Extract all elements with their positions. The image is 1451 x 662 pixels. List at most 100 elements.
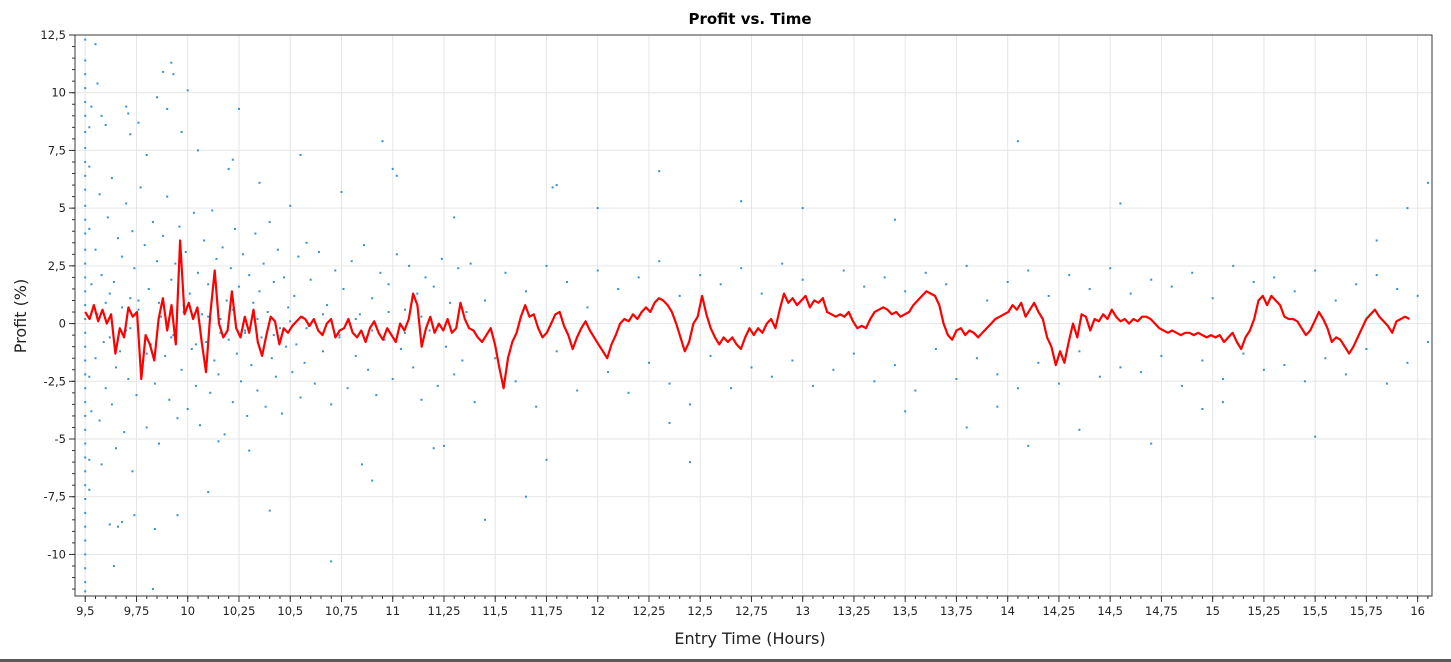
scatter-point	[484, 299, 486, 302]
scatter-point	[965, 426, 968, 429]
scatter-point	[102, 341, 105, 343]
scatter-point	[129, 327, 132, 330]
y-tick-label: 2,5	[48, 259, 66, 273]
scatter-point	[576, 389, 579, 392]
scatter-point	[164, 354, 167, 357]
scatter-point	[689, 403, 691, 406]
scatter-point	[127, 378, 130, 380]
scatter-point	[381, 140, 384, 143]
x-tick-label: 11,25	[428, 604, 461, 618]
scatter-point	[658, 170, 661, 173]
scatter-point	[436, 384, 439, 387]
scatter-point	[555, 350, 558, 353]
scatter-point	[131, 230, 134, 233]
scatter-point	[153, 382, 156, 385]
scatter-point	[494, 357, 497, 360]
scatter-point	[399, 348, 402, 350]
scatter-point	[106, 216, 109, 219]
scatter-point	[242, 253, 245, 256]
scatter-point	[627, 391, 630, 394]
scatter-point	[883, 276, 886, 279]
scatter-point	[268, 221, 271, 223]
scatter-point	[94, 357, 97, 360]
scatter-point	[363, 244, 365, 247]
scatter-point	[194, 343, 197, 346]
scatter-point	[137, 299, 140, 302]
scatter-point	[84, 511, 87, 514]
scatter-point	[151, 588, 154, 591]
scatter-point	[699, 274, 702, 277]
scatter-point	[248, 274, 251, 277]
scatter-point	[338, 334, 341, 337]
scatter-point	[668, 382, 671, 385]
scatter-point	[387, 283, 390, 286]
scatter-point	[1385, 382, 1388, 385]
scatter-point	[354, 354, 357, 357]
scatter-point	[260, 336, 263, 339]
scatter-point	[279, 327, 281, 330]
scatter-point	[84, 188, 87, 191]
scatter-point	[90, 105, 93, 108]
scatter-point	[1375, 274, 1378, 277]
scatter-point	[96, 313, 99, 316]
scatter-point	[176, 417, 179, 420]
scatter-point	[801, 207, 804, 210]
scatter-point	[108, 292, 111, 295]
scatter-point	[94, 43, 97, 46]
scatter-point	[678, 294, 681, 297]
x-tick-label: 11,75	[530, 604, 563, 618]
scatter-point	[465, 311, 468, 313]
scatter-point	[168, 398, 171, 401]
scatter-point	[1109, 267, 1112, 270]
scatter-point	[1426, 341, 1429, 343]
scatter-point	[145, 352, 148, 355]
scatter-point	[84, 204, 87, 207]
scatter-point	[266, 311, 269, 313]
scatter-point	[1006, 281, 1009, 283]
scatter-point	[1098, 375, 1101, 378]
scatter-point	[330, 403, 333, 406]
scatter-point	[186, 408, 189, 410]
scatter-point	[863, 285, 866, 288]
scatter-point	[299, 154, 302, 156]
scatter-point	[420, 398, 423, 401]
scatter-point	[84, 590, 87, 593]
scatter-point	[158, 442, 160, 445]
scatter-point	[121, 521, 124, 524]
scatter-point	[84, 174, 87, 177]
scatter-point	[914, 389, 917, 392]
average-profit-line	[84, 239, 1411, 390]
y-tick-label: 10	[51, 86, 66, 100]
scatter-point	[115, 366, 117, 369]
scatter-point	[223, 433, 226, 436]
scatter-point	[129, 297, 132, 300]
scatter-point	[1201, 359, 1204, 362]
scatter-point	[1160, 354, 1163, 357]
scatter-point	[227, 338, 230, 341]
scatter-point	[1344, 373, 1347, 376]
scatter-point	[358, 313, 361, 316]
scatter-point	[160, 315, 163, 318]
scatter-point	[719, 283, 722, 286]
scatter-point	[84, 345, 87, 348]
scatter-point	[346, 387, 349, 390]
scatter-point	[127, 112, 130, 115]
scatter-point	[545, 458, 548, 461]
scatter-point	[256, 389, 259, 392]
scatter-point	[287, 306, 290, 309]
scatter-point	[309, 278, 312, 281]
scatter-point	[484, 518, 486, 521]
scatter-point	[1324, 357, 1327, 360]
scatter-point	[117, 525, 119, 528]
x-tick-label: 16	[1410, 604, 1425, 618]
scatter-point	[1139, 371, 1142, 374]
scatter-point	[391, 167, 394, 170]
scatter-point	[233, 227, 236, 230]
scatter-point	[84, 442, 87, 445]
scatter-point	[297, 255, 300, 258]
scatter-point	[170, 61, 173, 64]
scatter-point	[262, 262, 265, 265]
scatter-point	[428, 329, 431, 332]
scatter-point	[272, 281, 275, 283]
scatter-point	[1078, 428, 1081, 431]
